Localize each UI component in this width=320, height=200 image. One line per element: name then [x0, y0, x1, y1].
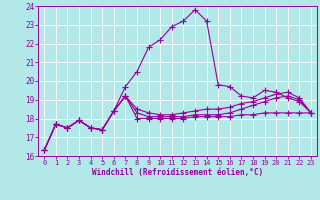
X-axis label: Windchill (Refroidissement éolien,°C): Windchill (Refroidissement éolien,°C): [92, 168, 263, 177]
